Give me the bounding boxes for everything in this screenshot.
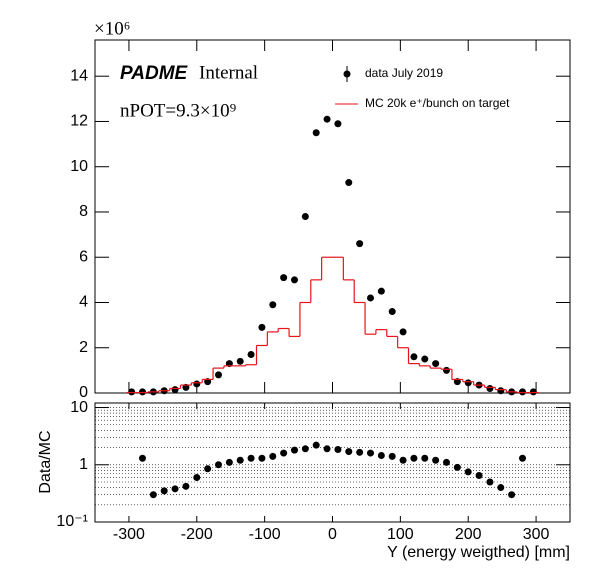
data-point (193, 473, 201, 481)
data-point (269, 301, 277, 309)
x-tick-label: 200 (455, 526, 482, 543)
data-point (377, 452, 385, 460)
data-point (367, 294, 374, 302)
data-point (443, 458, 450, 466)
y-tick-label: 8 (79, 203, 88, 220)
status-label: Internal (199, 62, 258, 83)
x-tick-label: 300 (523, 526, 550, 543)
data-point (443, 366, 450, 374)
data-point (486, 384, 494, 392)
data-point (497, 387, 505, 395)
data-point (388, 452, 396, 460)
data-point (399, 456, 407, 464)
data-point (280, 274, 288, 282)
data-point (519, 454, 526, 462)
x-tick-label: -300 (113, 526, 145, 543)
data-point (171, 386, 179, 394)
data-point (334, 445, 342, 453)
data-point (236, 357, 244, 365)
data-point (128, 388, 136, 396)
data-point (453, 463, 461, 471)
data-point (291, 446, 298, 454)
data-point (247, 454, 255, 462)
data-point (160, 487, 168, 495)
y-tick-label: 4 (79, 294, 88, 311)
y-tick-label: 10 (70, 158, 88, 175)
data-point (486, 478, 494, 486)
data-point (139, 388, 146, 396)
y-tick-label: 12 (70, 113, 88, 130)
data-point (399, 328, 407, 336)
data-point (367, 449, 374, 457)
data-point (323, 445, 331, 453)
data-point (497, 484, 505, 492)
x-tick-label: 0 (328, 526, 337, 543)
data-point (388, 308, 396, 316)
y-tick-label: 10 (70, 399, 88, 416)
data-point (345, 448, 353, 456)
data-point (421, 454, 429, 462)
data-point (345, 179, 353, 187)
y-axis-label: Data/MC (37, 430, 54, 493)
data-point (312, 129, 320, 137)
data-point (377, 287, 385, 295)
data-point (139, 454, 146, 462)
experiment-label: PADME (120, 63, 189, 84)
npot-label: nPOT=9.3×10⁹ (120, 100, 237, 121)
data-point (421, 355, 429, 363)
data-point (356, 448, 364, 456)
data-point (301, 213, 309, 220)
data-point (280, 449, 288, 457)
data-point (236, 456, 244, 464)
data-point (334, 120, 342, 128)
data-point (464, 468, 472, 476)
x-tick-label: -200 (181, 526, 213, 543)
data-point (323, 115, 331, 123)
x-axis-label: Y (energy weigthed) [mm] (387, 544, 570, 561)
data-point (291, 276, 298, 284)
y-scale-label: ×10⁶ (94, 18, 130, 39)
data-point (204, 465, 212, 473)
data-point (301, 445, 309, 453)
data-point (215, 461, 222, 469)
data-point (312, 441, 320, 449)
y-tick-label: 10⁻¹ (56, 513, 88, 530)
legend-marker (343, 70, 351, 78)
y-tick-label: 1 (79, 456, 88, 473)
y-tick-label: 2 (79, 339, 88, 356)
data-point (182, 482, 190, 490)
data-point (432, 360, 440, 368)
data-point (464, 379, 472, 387)
data-point (149, 491, 157, 499)
data-point (258, 454, 266, 462)
y-tick-label: 14 (70, 67, 88, 84)
data-point (356, 240, 364, 248)
data-point (432, 456, 440, 464)
data-point (410, 353, 418, 361)
data-point (193, 380, 201, 388)
y-tick-label: 6 (79, 248, 88, 265)
x-tick-label: -100 (249, 526, 281, 543)
x-tick-label: 100 (387, 526, 414, 543)
data-point (529, 388, 537, 396)
data-point (258, 323, 266, 331)
data-point (171, 485, 179, 493)
data-point (225, 458, 233, 466)
legend-label: MC 20k e⁺/bunch on target (365, 96, 510, 110)
data-point (519, 388, 526, 396)
data-point (508, 491, 516, 499)
data-point (215, 371, 222, 379)
data-point (269, 452, 277, 460)
y-tick-label: 0 (79, 384, 88, 401)
data-point (247, 351, 255, 359)
data-point (475, 471, 483, 479)
data-point (410, 454, 418, 462)
legend-label: data July 2019 (365, 66, 443, 80)
